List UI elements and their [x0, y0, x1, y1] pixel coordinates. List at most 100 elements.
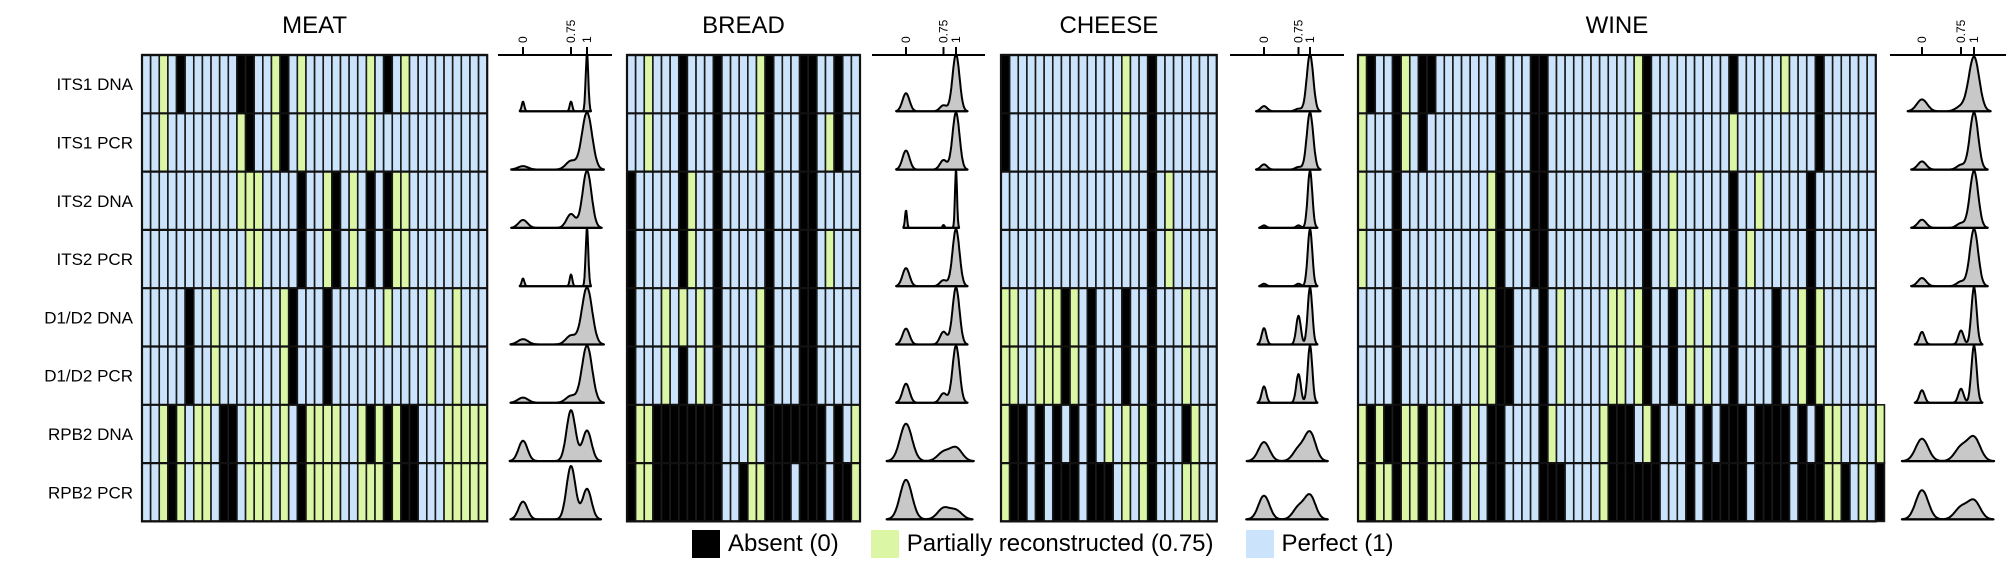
cell: [841, 345, 853, 406]
cell: [652, 54, 663, 115]
legend-item-perfect: Perfect (1): [1245, 530, 1394, 558]
cell: [365, 170, 376, 231]
density-axis-tick-label: 0.75: [937, 19, 951, 43]
cell: [1146, 170, 1158, 231]
cell: [1659, 403, 1670, 464]
cell: [1391, 462, 1402, 523]
cell: [729, 462, 740, 523]
cell: [356, 112, 368, 173]
density-curve-its1-dna: [1255, 53, 1322, 113]
density-axis-tick-label: 0: [516, 36, 530, 43]
cell: [1486, 287, 1497, 348]
cell: [425, 345, 437, 406]
density-curve-d1-d2-dna: [1256, 286, 1319, 346]
cell: [1676, 462, 1687, 523]
cell: [652, 229, 663, 289]
cell: [227, 345, 238, 406]
cell: [747, 54, 758, 115]
cell: [1017, 170, 1028, 231]
cell: [382, 287, 394, 348]
cell: [1383, 345, 1394, 406]
cell: [425, 462, 437, 523]
legend-swatch-perfect: [1245, 530, 1274, 558]
cell: [1086, 112, 1097, 173]
cell: [790, 112, 801, 173]
cell: [1745, 345, 1756, 406]
cell: [1086, 345, 1097, 406]
cell: [626, 170, 637, 231]
cell: [1780, 229, 1791, 289]
cell: [244, 229, 255, 289]
cell: [1719, 170, 1730, 231]
cell: [391, 229, 402, 289]
cell: [816, 54, 827, 115]
cell: [175, 229, 186, 289]
cell: [244, 287, 255, 348]
cell: [1103, 170, 1114, 231]
cell: [270, 403, 281, 464]
cell: [669, 403, 680, 464]
cell: [1374, 112, 1385, 173]
cell: [167, 345, 178, 406]
cell: [469, 403, 480, 464]
cell: [158, 170, 169, 231]
cell: [1572, 54, 1584, 115]
cell: [1129, 54, 1140, 115]
cell: [1172, 345, 1184, 406]
cell: [460, 54, 471, 115]
cell: [365, 287, 376, 348]
cell: [1129, 287, 1140, 348]
cell: [1051, 112, 1063, 173]
cell: [1762, 170, 1774, 231]
cell: [833, 54, 844, 115]
cell: [1581, 112, 1592, 173]
cell: [1408, 54, 1420, 115]
cell: [1026, 112, 1037, 173]
cell: [1443, 462, 1454, 523]
cell: [1034, 287, 1045, 348]
cell: [798, 170, 810, 231]
cell: [1581, 287, 1592, 348]
cell: [1043, 170, 1054, 231]
cell: [356, 462, 368, 523]
cell: [1365, 462, 1377, 523]
cell: [400, 403, 411, 464]
cell: [1146, 345, 1158, 406]
cell: [1754, 345, 1765, 406]
cell: [824, 403, 835, 464]
cell: [772, 462, 784, 523]
cell: [703, 112, 715, 173]
cell: [1069, 403, 1080, 464]
cell: [1034, 229, 1045, 289]
cell: [305, 54, 316, 115]
cell: [1555, 170, 1566, 231]
cell: [1788, 112, 1799, 173]
cell: [1581, 462, 1592, 523]
cell: [686, 462, 697, 523]
cell: [1383, 229, 1394, 289]
cell: [313, 229, 325, 289]
cell: [695, 170, 706, 231]
cell: [1849, 345, 1860, 406]
cell: [1198, 170, 1209, 231]
cell: [210, 54, 221, 115]
cell: [1095, 54, 1106, 115]
cell: [824, 170, 835, 231]
cell: [1478, 287, 1489, 348]
cell: [1676, 287, 1687, 348]
cell: [1060, 403, 1071, 464]
cell: [1207, 403, 1218, 464]
cell: [1469, 170, 1480, 231]
cell: [1590, 54, 1601, 115]
cell: [1650, 54, 1661, 115]
cell: [1659, 229, 1670, 289]
cell: [747, 345, 758, 406]
cell: [1129, 112, 1140, 173]
cell: [1805, 54, 1817, 115]
cell: [738, 112, 749, 173]
cell: [451, 287, 463, 348]
cell: [677, 229, 689, 289]
cell: [781, 287, 792, 348]
cell: [1017, 462, 1028, 523]
